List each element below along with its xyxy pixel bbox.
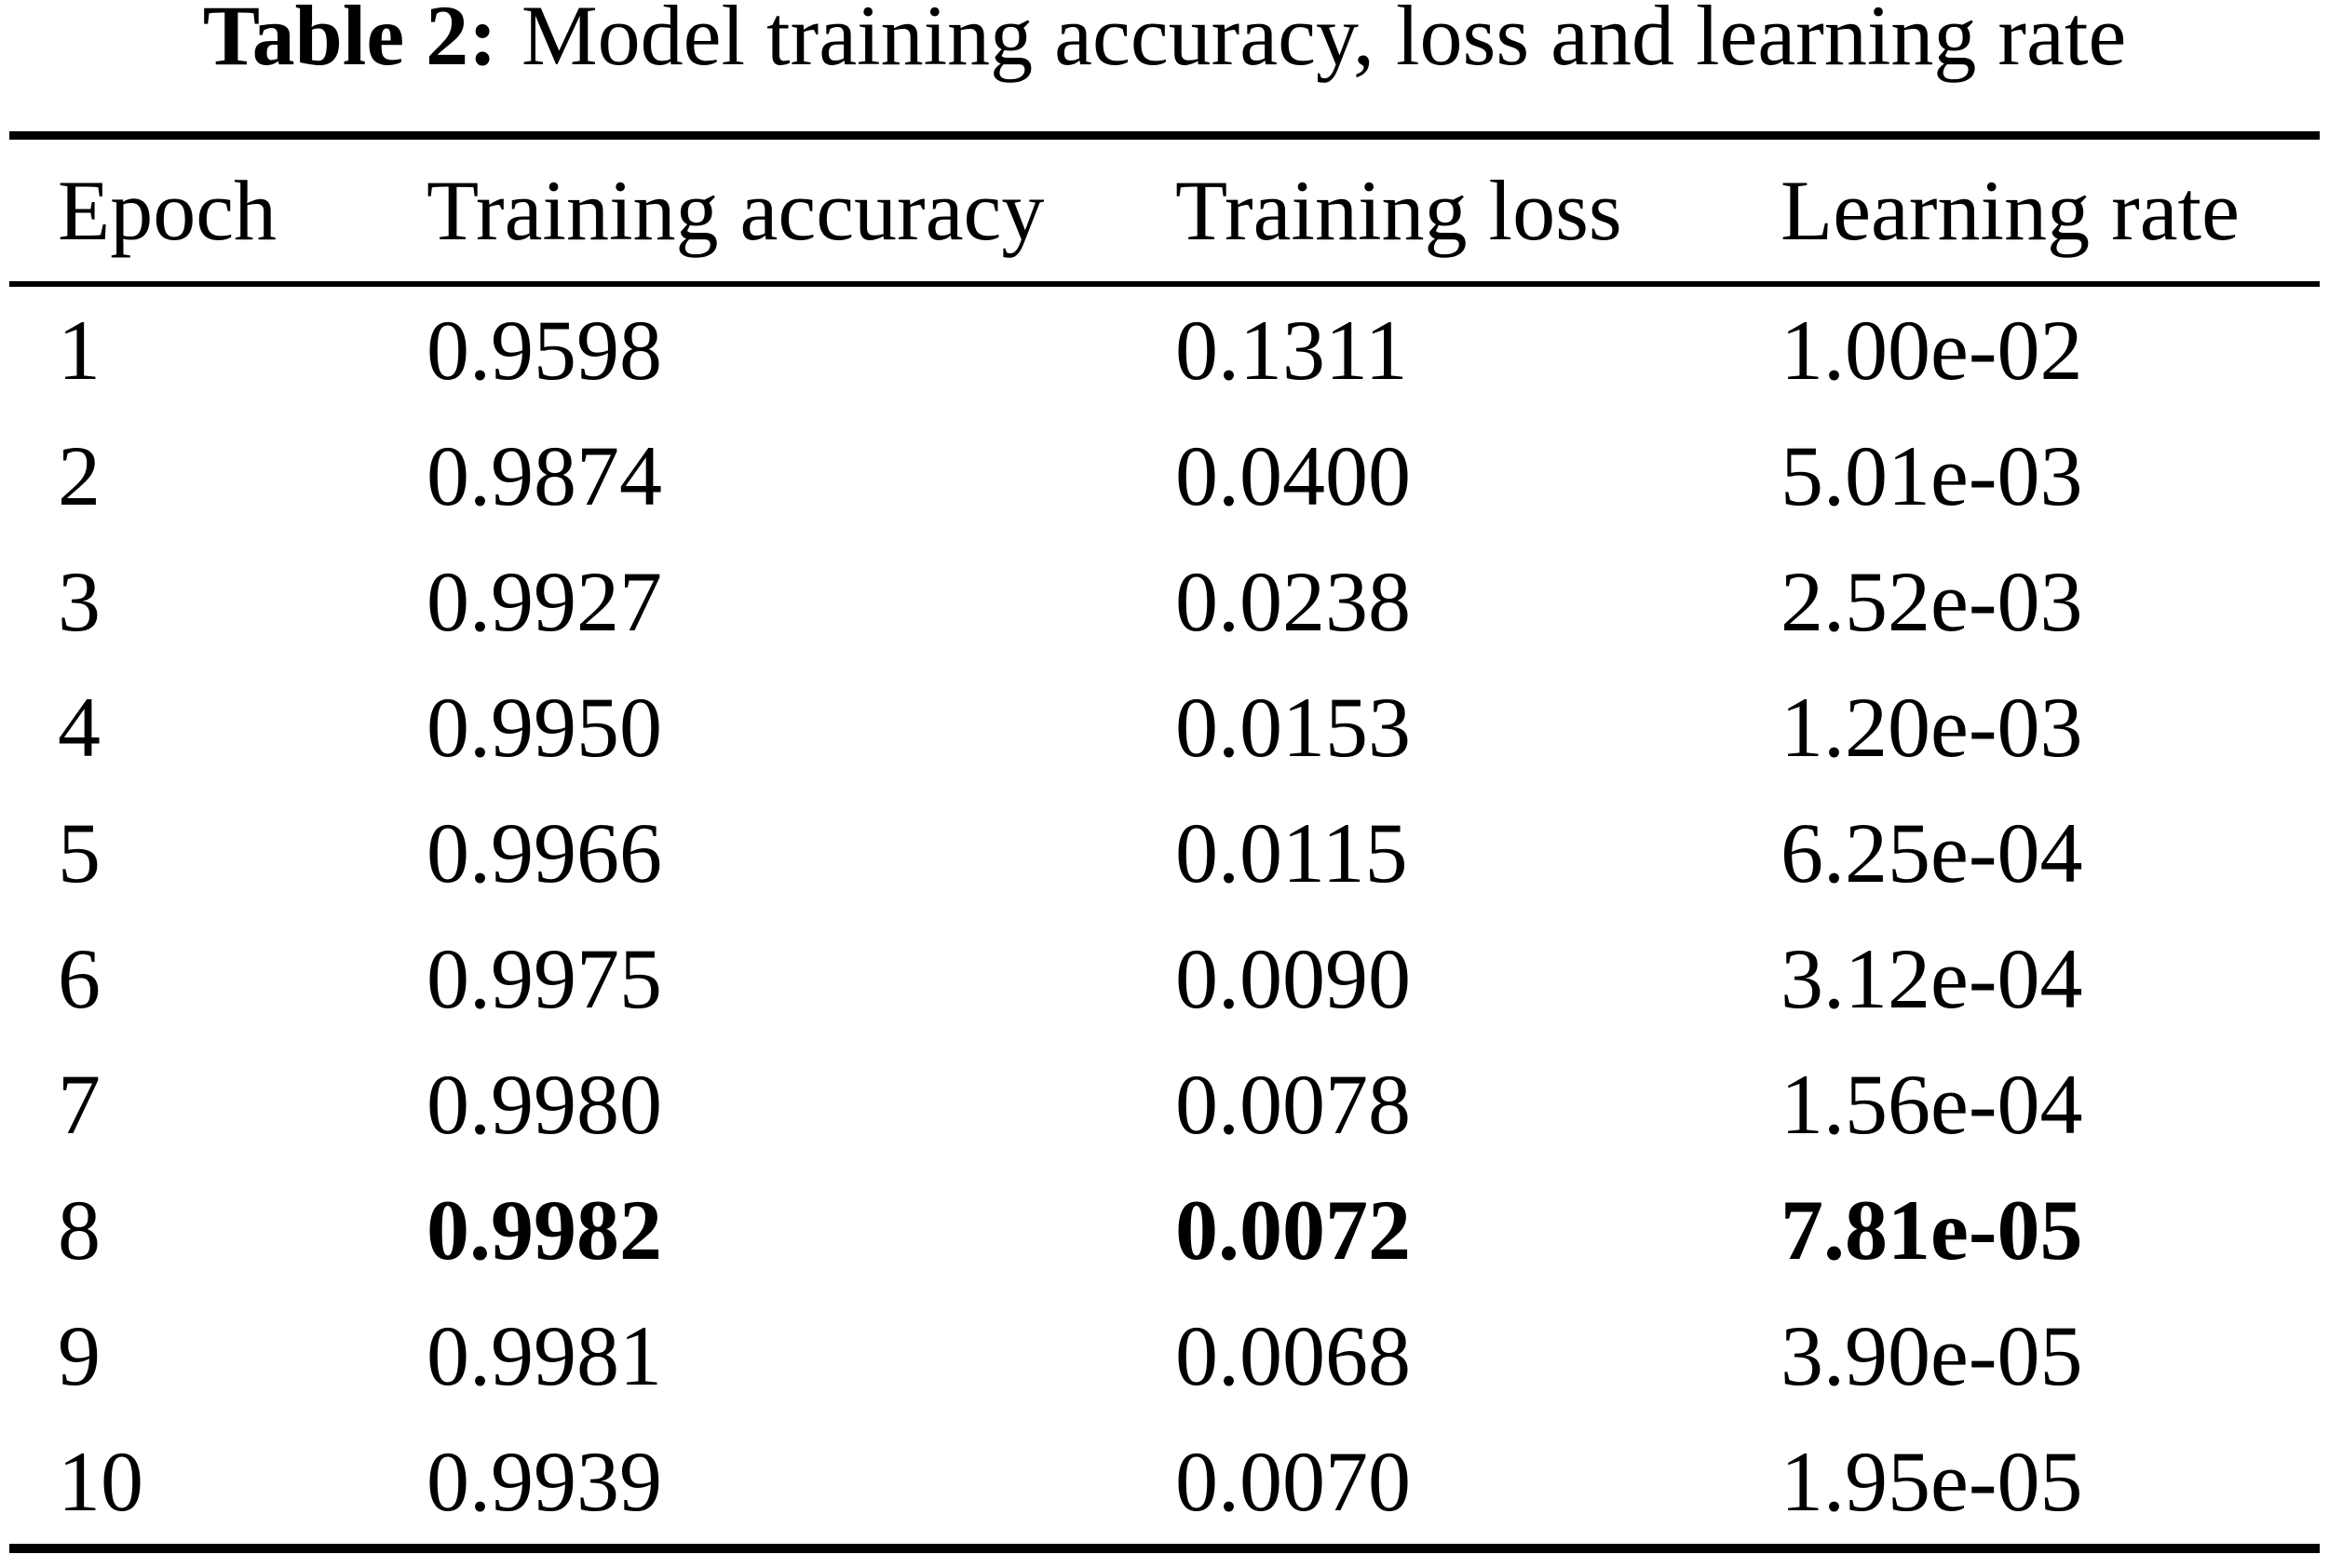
- learning-rate-cell: 2.52e-03: [1781, 553, 2083, 649]
- table-row: 10 0.9939 0.0070 1.95e-05: [9, 1418, 2320, 1548]
- table-caption-label: Table 2:: [202, 0, 497, 83]
- epoch-cell: 3: [58, 553, 101, 649]
- epoch-cell: 2: [58, 427, 101, 523]
- training-accuracy-cell: 0.9598: [427, 302, 662, 398]
- table-row: 1 0.9598 0.1311 1.00e-02: [9, 284, 2320, 412]
- table-caption-text: Model training accuracy, loss and learni…: [521, 0, 2127, 83]
- training-accuracy-cell: 0.9975: [427, 930, 662, 1026]
- training-accuracy-cell: 0.9982: [427, 1182, 662, 1277]
- epoch-cell: 7: [58, 1056, 101, 1152]
- learning-rate-cell: 3.90e-05: [1781, 1307, 2083, 1403]
- header-row: Epoch Training accuracy Training loss Le…: [9, 135, 2320, 287]
- table-row: 2 0.9874 0.0400 5.01e-03: [9, 412, 2320, 538]
- table-row: 4 0.9950 0.0153 1.20e-03: [9, 664, 2320, 790]
- epoch-cell: 9: [58, 1307, 101, 1403]
- table-row: 3 0.9927 0.0238 2.52e-03: [9, 538, 2320, 664]
- epoch-cell: 10: [58, 1433, 143, 1529]
- learning-rate-cell: 1.95e-05: [1781, 1433, 2083, 1529]
- table-row: 7 0.9980 0.0078 1.56e-04: [9, 1041, 2320, 1167]
- epoch-cell: 1: [58, 302, 101, 398]
- table-body: 1 0.9598 0.1311 1.00e-02 2 0.9874 0.0400 5.01e-…: [9, 284, 2320, 1548]
- learning-rate-cell: 1.56e-04: [1781, 1056, 2083, 1152]
- training-accuracy-cell: 0.9950: [427, 679, 662, 775]
- learning-rate-cell: 1.20e-03: [1781, 679, 2083, 775]
- table-caption: Table 2: Model training accuracy, loss an…: [0, 0, 2329, 78]
- column-header-training-accuracy: Training accuracy: [378, 135, 1127, 287]
- table-row: 6 0.9975 0.0090 3.12e-04: [9, 915, 2320, 1041]
- training-accuracy-cell: 0.9939: [427, 1433, 662, 1529]
- training-accuracy-cell: 0.9874: [427, 427, 662, 523]
- column-header-learning-rate: Learning rate: [1732, 135, 2320, 287]
- training-loss-cell: 0.0068: [1175, 1307, 1411, 1403]
- table-header: Epoch Training accuracy Training loss Le…: [9, 135, 2320, 287]
- training-loss-cell: 0.0400: [1175, 427, 1411, 523]
- training-accuracy-cell: 0.9966: [427, 804, 662, 900]
- training-loss-cell: 0.0153: [1175, 679, 1411, 775]
- training-accuracy-cell: 0.9981: [427, 1307, 662, 1403]
- learning-rate-cell: 3.12e-04: [1781, 930, 2083, 1026]
- training-results-table: Epoch Training accuracy Training loss Le…: [9, 131, 2320, 1553]
- training-loss-cell: 0.1311: [1175, 302, 1408, 398]
- training-loss-cell: 0.0078: [1175, 1056, 1411, 1152]
- training-loss-cell: 0.0090: [1175, 930, 1411, 1026]
- training-loss-cell: 0.0238: [1175, 553, 1411, 649]
- learning-rate-cell: 5.01e-03: [1781, 427, 2083, 523]
- column-header-epoch: Epoch: [9, 135, 378, 287]
- epoch-cell: 6: [58, 930, 101, 1026]
- table-row: 8 0.9982 0.0072 7.81e-05: [9, 1167, 2320, 1292]
- epoch-cell: 5: [58, 804, 101, 900]
- table-row: 5 0.9966 0.0115 6.25e-04: [9, 790, 2320, 915]
- training-loss-cell: 0.0115: [1175, 804, 1408, 900]
- epoch-cell: 4: [58, 679, 101, 775]
- learning-rate-cell: 7.81e-05: [1781, 1182, 2083, 1277]
- training-accuracy-cell: 0.9927: [427, 553, 662, 649]
- learning-rate-cell: 1.00e-02: [1781, 302, 2083, 398]
- table-row: 9 0.9981 0.0068 3.90e-05: [9, 1292, 2320, 1418]
- training-loss-cell: 0.0070: [1175, 1433, 1411, 1529]
- training-accuracy-cell: 0.9980: [427, 1056, 662, 1152]
- epoch-cell: 8: [58, 1182, 101, 1277]
- training-loss-cell: 0.0072: [1175, 1182, 1411, 1277]
- column-header-training-loss: Training loss: [1127, 135, 1732, 287]
- learning-rate-cell: 6.25e-04: [1781, 804, 2083, 900]
